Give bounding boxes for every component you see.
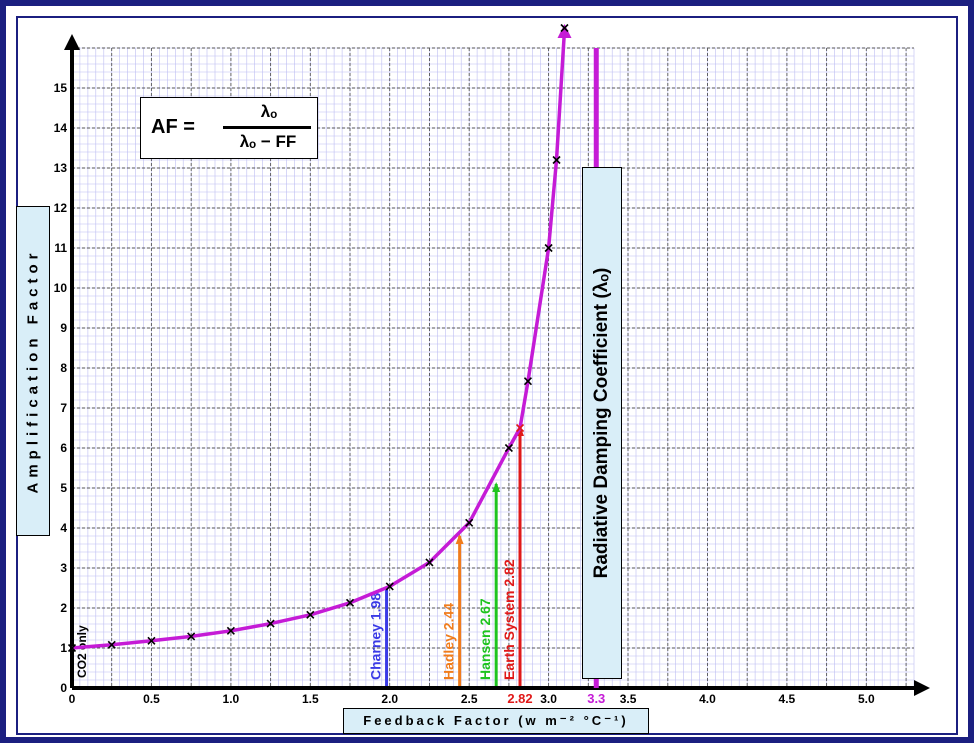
- y-tick-label: 11: [54, 241, 67, 255]
- y-tick-label: 9: [60, 321, 67, 335]
- marker-arrowhead: [492, 482, 501, 492]
- x-tick-label: 5.0: [858, 692, 875, 706]
- x-axis-label-box: Feedback Factor (w m⁻² °C⁻¹): [343, 708, 649, 734]
- x-tick-label: 0.5: [143, 692, 160, 706]
- x-tick-label: 4.0: [699, 692, 716, 706]
- y-axis-label-box: Amplification Factor: [16, 206, 50, 536]
- y-axis-arrow: [64, 34, 80, 50]
- radiative-damping-label-box: Radiative Damping Coefficient (λₒ): [582, 167, 622, 679]
- data-point: [306, 610, 315, 619]
- curve-arrowhead: [557, 24, 572, 38]
- y-tick-label: 12: [54, 201, 68, 215]
- x-tick-label: 1.0: [223, 692, 240, 706]
- y-tick-label: 15: [54, 81, 68, 95]
- data-point: [465, 518, 474, 527]
- data-point: [504, 443, 513, 453]
- x-tick-label: 3.5: [620, 692, 637, 706]
- lambda-label-bg: [580, 691, 613, 706]
- x-tick-label: 0: [69, 692, 76, 706]
- formula-box: AF = λₒ λₒ − FF: [140, 97, 318, 159]
- data-point: [67, 643, 77, 653]
- marker-label: Charney 1.98: [368, 593, 384, 680]
- y-tick-label: 5: [60, 481, 67, 495]
- formula-numerator: λₒ: [260, 102, 278, 121]
- data-point: [560, 23, 569, 33]
- y-tick-label: 10: [54, 281, 68, 295]
- y-tick-label: 13: [54, 161, 68, 175]
- formula-fraction-bar: [223, 126, 311, 129]
- y-tick-label: 8: [60, 361, 67, 375]
- x-tick-label: 3.0: [540, 692, 557, 706]
- y-tick-label: 3: [60, 561, 67, 575]
- x-tick-label: 1.5: [302, 692, 319, 706]
- y-axis-label: Amplification Factor: [24, 248, 42, 494]
- data-point: [187, 632, 196, 641]
- y-tick-label: 6: [60, 441, 67, 455]
- co2-only-label: CO2 only: [75, 625, 89, 678]
- marker-label: Hansen 2.67: [477, 598, 493, 680]
- radiative-damping-label: Radiative Damping Coefficient (λₒ): [591, 267, 612, 579]
- x-tick-label: 2.5: [461, 692, 478, 706]
- data-point: [226, 626, 235, 635]
- data-point: [107, 640, 116, 649]
- x-tick-label: 4.5: [779, 692, 796, 706]
- data-point: [515, 423, 525, 433]
- y-tick-label: 14: [54, 121, 68, 135]
- data-point: [345, 598, 355, 607]
- y-tick-label: 4: [60, 521, 67, 535]
- marker-label: Hadley 2.44: [441, 603, 457, 680]
- data-point: [552, 155, 561, 165]
- marker-label: Earth System 2.82: [501, 559, 517, 680]
- data-point: [147, 636, 156, 645]
- data-point: [523, 377, 533, 386]
- x-highlight-label: 3.3: [587, 691, 605, 706]
- marker-arrowhead: [455, 534, 464, 544]
- data-point: [266, 619, 275, 628]
- y-tick-label: 7: [60, 401, 67, 415]
- formula-denominator: λₒ − FF: [239, 132, 297, 151]
- data-point: [385, 582, 394, 591]
- x-axis-arrow: [914, 680, 930, 696]
- x-highlight-label: 2.82: [507, 691, 532, 706]
- data-point: [425, 558, 434, 567]
- y-tick-label: 2: [60, 601, 67, 615]
- formula-lhs: AF =: [151, 116, 195, 138]
- data-point: [544, 243, 553, 253]
- x-axis-label: Feedback Factor (w m⁻² °C⁻¹): [363, 713, 629, 728]
- x-tick-label: 2.0: [381, 692, 398, 706]
- y-tick-label: 1: [60, 641, 67, 655]
- y-tick-label: 0: [60, 681, 67, 695]
